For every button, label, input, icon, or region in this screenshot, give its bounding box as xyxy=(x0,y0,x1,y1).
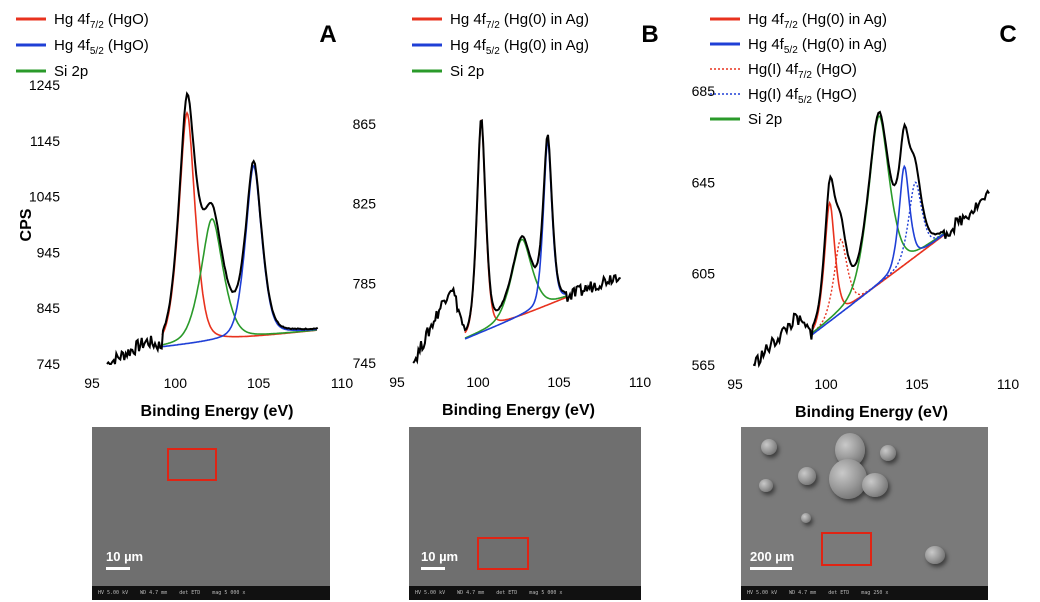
y-tick-label: 1245 xyxy=(29,77,60,93)
y-tick-label: 825 xyxy=(353,196,377,212)
component-curve xyxy=(464,141,568,340)
y-tick-label: 785 xyxy=(353,275,377,291)
panel-letter: C xyxy=(999,21,1016,48)
x-tick-label: 110 xyxy=(629,374,652,390)
scale-bar xyxy=(106,567,130,570)
x-tick-label: 95 xyxy=(727,376,743,392)
x-tick-label: 95 xyxy=(389,374,405,390)
x-tick-label: 105 xyxy=(905,376,929,392)
y-tick-label: 745 xyxy=(37,356,61,372)
particle xyxy=(801,513,811,523)
x-tick-label: 95 xyxy=(84,375,100,391)
component-curve xyxy=(810,164,945,336)
particle xyxy=(829,459,867,499)
legend-label: Si 2p xyxy=(450,63,484,80)
particle xyxy=(759,479,773,492)
legend-label: Hg 4f7/2 (Hg(0) in Ag) xyxy=(450,11,589,31)
x-tick-label: 110 xyxy=(331,375,354,391)
raw-spectrum xyxy=(752,110,990,369)
roi-box xyxy=(167,448,217,481)
component-curve xyxy=(464,119,568,334)
scale-bar-label: 200 µm xyxy=(750,549,795,564)
y-tick-label: 605 xyxy=(692,266,716,282)
x-tick-label: 100 xyxy=(164,375,188,391)
legend-label: Hg 4f7/2 (HgO) xyxy=(54,11,149,31)
y-tick-label: 865 xyxy=(353,116,377,132)
legend-label: Si 2p xyxy=(748,111,782,128)
legend-label: Hg 4f5/2 (Hg(0) in Ag) xyxy=(748,36,887,56)
panel-b: 745 785 825 865 95 100 105 110 Binding Energy (e… xyxy=(350,0,690,420)
scale-bar-label: 10 µm xyxy=(421,549,459,564)
y-tick-label: 745 xyxy=(353,355,377,371)
particle xyxy=(862,473,888,497)
legend-label: Si 2p xyxy=(54,63,88,80)
x-axis-label: Binding Energy (eV) xyxy=(442,402,595,419)
legend-label: Hg(I) 4f5/2 (HgO) xyxy=(748,86,857,106)
xps-chart-c: 565 605 645 685 95 100 105 110 Binding Energy (e… xyxy=(692,11,1020,421)
roi-box xyxy=(477,537,529,570)
y-tick-label: 645 xyxy=(692,174,716,190)
y-tick-label: 845 xyxy=(37,300,61,316)
sem-info-bar: HV 5.00 kV WD 4.7 mm det ETD mag 250 x xyxy=(741,586,988,600)
y-axis-label: CPS xyxy=(18,208,35,241)
particle xyxy=(761,439,777,455)
x-tick-label: 110 xyxy=(997,376,1020,392)
component-curve xyxy=(810,115,945,335)
legend-label: Hg 4f5/2 (Hg(0) in Ag) xyxy=(450,37,589,57)
sem-image-c: 200 µm HV 5.00 kV WD 4.7 mm det ETD mag 250… xyxy=(741,427,988,600)
x-tick-label: 100 xyxy=(466,374,490,390)
component-curve xyxy=(161,164,317,348)
component-curve xyxy=(810,234,945,335)
legend-label: Hg(I) 4f7/2 (HgO) xyxy=(748,61,857,81)
raw-spectrum xyxy=(412,118,621,365)
x-axis-label: Binding Energy (eV) xyxy=(141,403,294,420)
sem-image-b: 10 µm HV 5.00 kV WD 4.7 mm det ETD mag 5 00… xyxy=(409,427,641,600)
sem-image-a: 10 µm HV 5.00 kV WD 4.7 mm det ETD mag 5 00… xyxy=(92,427,330,600)
legend-label: Hg 4f7/2 (Hg(0) in Ag) xyxy=(748,11,887,31)
sem-info-bar: HV 5.00 kV WD 4.7 mm det ETD mag 5 000 x xyxy=(409,586,641,600)
panel-a: 745 845 945 1045 1145 1245 95 100 105 110 Binding … xyxy=(0,0,353,420)
component-curve xyxy=(161,111,318,338)
legend-label: Hg 4f5/2 (HgO) xyxy=(54,37,149,57)
x-tick-label: 100 xyxy=(814,376,838,392)
raw-spectrum xyxy=(106,91,319,365)
y-tick-label: 945 xyxy=(37,244,61,260)
x-tick-label: 105 xyxy=(547,374,571,390)
y-tick-label: 685 xyxy=(692,83,716,99)
y-tick-label: 1145 xyxy=(30,133,60,149)
y-tick-label: 1045 xyxy=(29,189,60,205)
x-axis-label: Binding Energy (eV) xyxy=(795,404,948,421)
panel-letter: A xyxy=(319,21,336,48)
y-tick-label: 565 xyxy=(692,357,716,373)
scale-bar xyxy=(421,567,445,570)
x-tick-label: 105 xyxy=(247,375,271,391)
scale-bar-label: 10 µm xyxy=(106,549,144,564)
sem-info-bar: HV 5.00 kV WD 4.7 mm det ETD mag 5 000 x xyxy=(92,586,330,600)
scale-bar xyxy=(750,567,792,570)
panel-c: 565 605 645 685 95 100 105 110 Binding Energy (e… xyxy=(690,0,1040,421)
xps-chart-a: 745 845 945 1045 1145 1245 95 100 105 110 Binding … xyxy=(16,11,353,420)
particle xyxy=(925,546,945,564)
xps-chart-b: 745 785 825 865 95 100 105 110 Binding Energy (e… xyxy=(353,11,659,419)
particle xyxy=(798,467,816,485)
panel-letter: B xyxy=(641,21,658,48)
particle xyxy=(880,445,896,461)
component-curve xyxy=(161,217,317,346)
roi-box xyxy=(821,532,872,566)
